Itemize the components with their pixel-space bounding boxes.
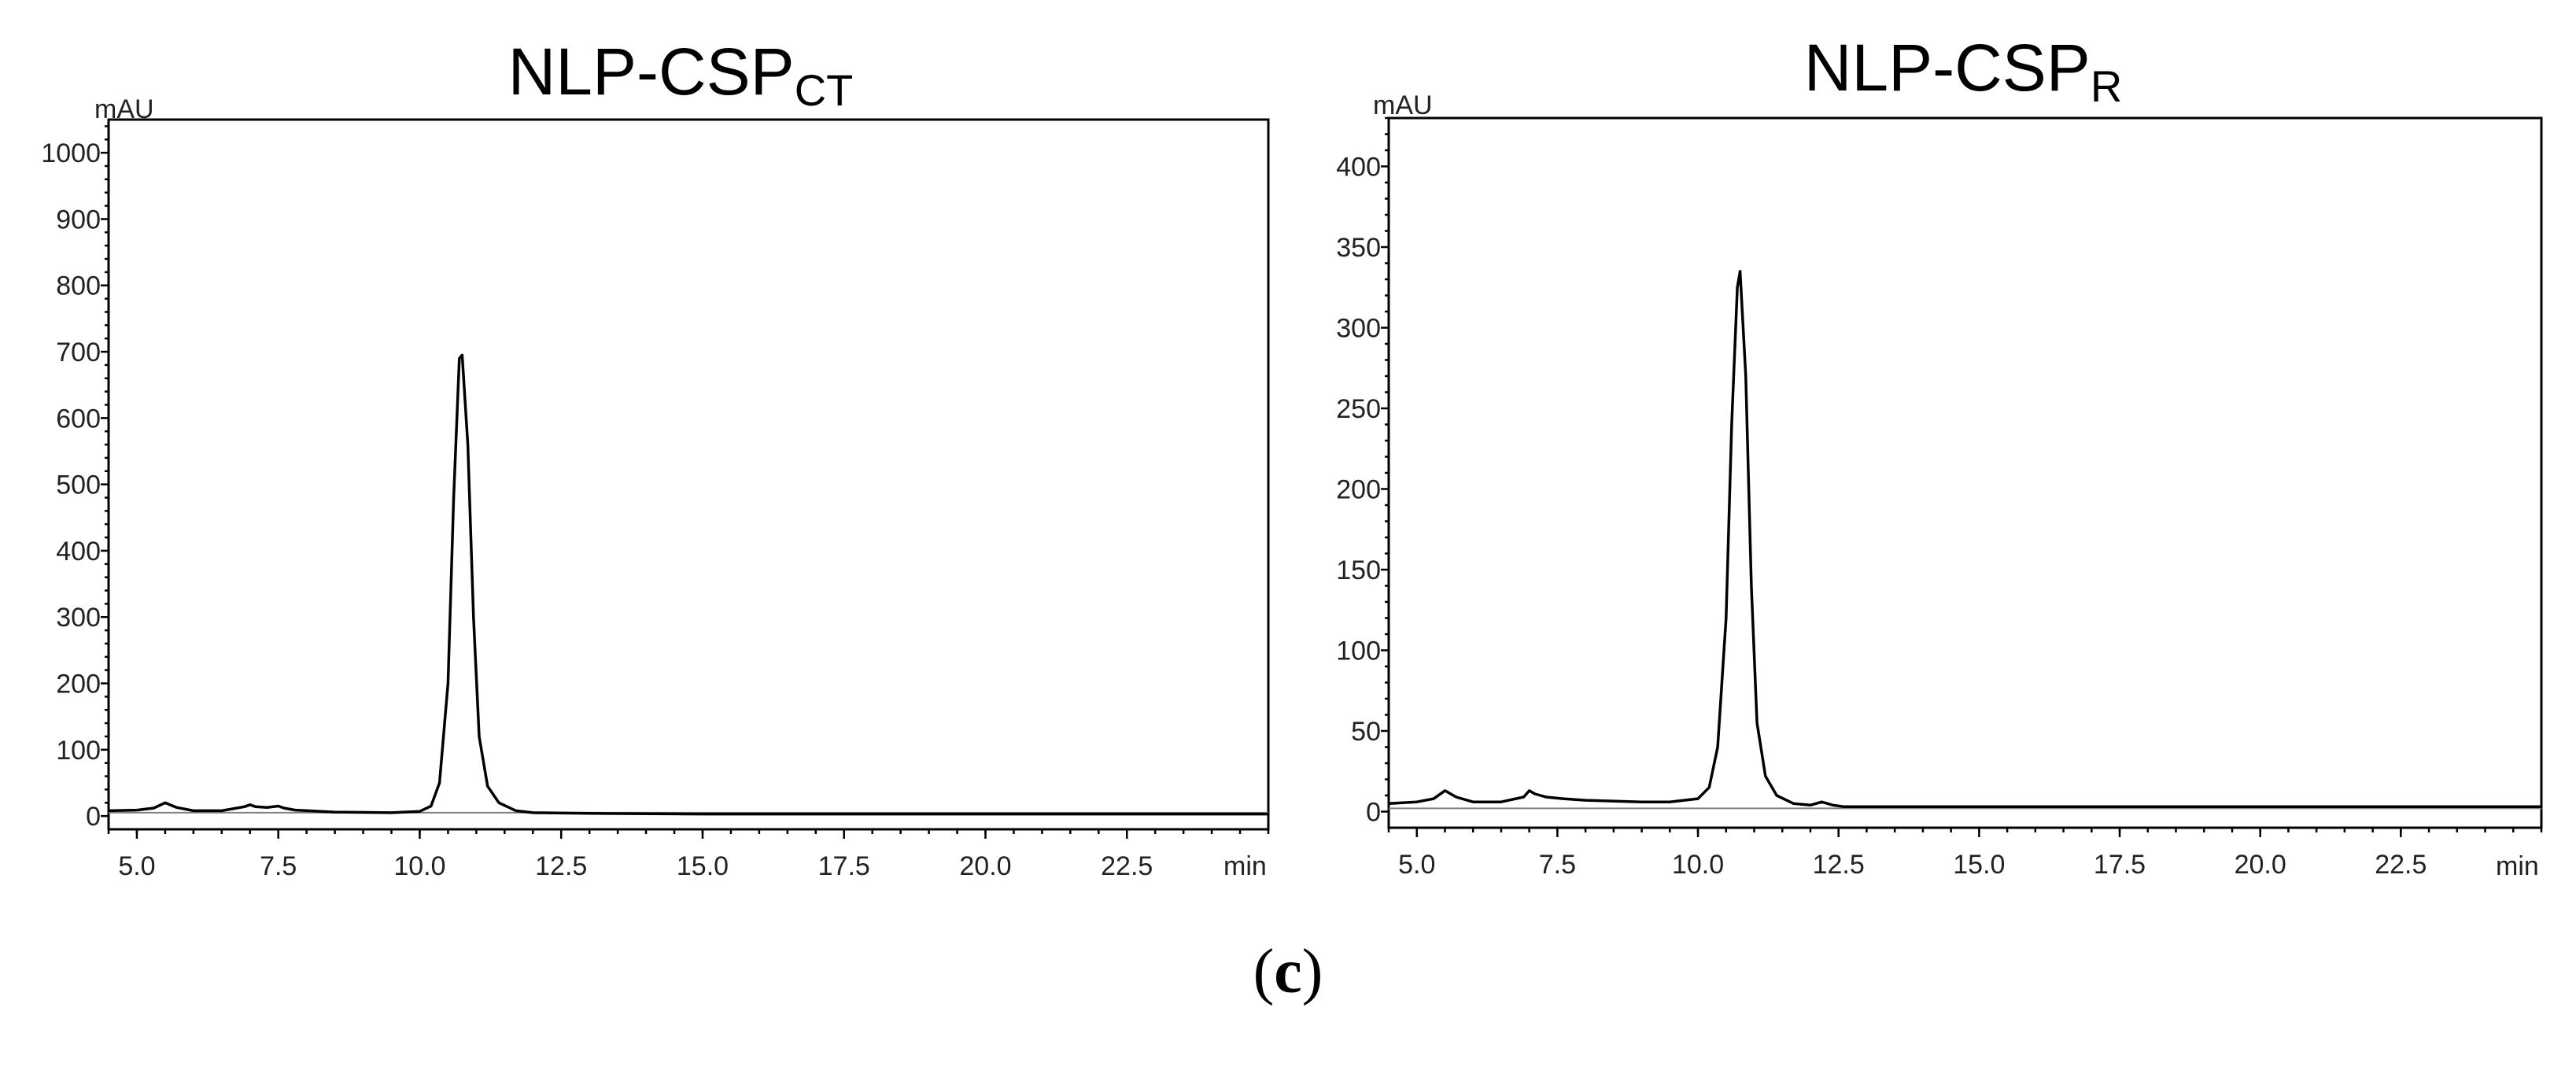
y-tick-label: 150 [1336, 555, 1381, 585]
x-tick-label: 7.5 [1539, 850, 1576, 880]
y-tick-label: 800 [56, 271, 101, 301]
x-tick-label: 12.5 [1813, 850, 1865, 880]
x-axis-ticks: 5.0 7.5 10.0 12.5 15.0 17.5 20.0 22.5 [1387, 828, 2543, 880]
y-tick-label: 500 [56, 471, 101, 500]
y-tick-label: 1000 [41, 138, 101, 168]
x-axis-ticks: 5.0 7.5 10.0 12.5 15.0 17.5 20.0 22.5 [107, 829, 1270, 881]
y-tick-label: 600 [56, 404, 101, 434]
chart-title-subscript: R [2091, 61, 2122, 111]
x-tick-label: 5.0 [1398, 850, 1435, 880]
chart-title-main: NLP-CSP [508, 35, 795, 109]
x-axis-unit-label: min [2496, 851, 2539, 881]
y-tick-label: 400 [56, 537, 101, 567]
x-tick-label: 10.0 [1672, 850, 1724, 880]
y-tick-label: 100 [1336, 637, 1381, 666]
chart-title: NLP-CSPR [1804, 31, 2123, 111]
y-tick-label: 50 [1351, 717, 1381, 747]
y-tick-label: 900 [56, 205, 101, 234]
x-tick-label: 5.0 [118, 851, 155, 881]
y-tick-label: 700 [56, 338, 101, 367]
y-tick-label: 300 [1336, 314, 1381, 344]
chart-nlp-csp-ct: NLP-CSPCT mAU min 0100200300400500600700… [41, 35, 1270, 881]
y-axis-unit-label: mAU [1373, 90, 1433, 120]
chart-title: NLP-CSPCT [508, 35, 854, 115]
y-axis-ticks: 0 50 100 150 200 250 300 350 400 [1336, 116, 1389, 828]
chromatogram-trace [1388, 270, 2541, 809]
x-tick-label: 17.5 [2094, 850, 2146, 880]
x-tick-label: 12.5 [535, 851, 587, 881]
x-tick-label: 15.0 [677, 851, 729, 881]
y-tick-label: 100 [56, 736, 101, 766]
x-tick-label: 20.0 [2235, 850, 2286, 880]
y-tick-label: 400 [1336, 153, 1381, 183]
caption-open-paren: ( [1253, 937, 1275, 1006]
chromatogram-trace [108, 353, 1268, 816]
chart-title-main: NLP-CSP [1804, 31, 2091, 105]
x-tick-label: 10.0 [393, 851, 445, 881]
x-tick-label: 17.5 [818, 851, 870, 881]
chart-nlp-csp-r: NLP-CSPR mAU min 0 50 100 150 200 250 300 350 40… [1336, 31, 2543, 881]
chart-title-subscript: CT [795, 65, 854, 115]
figure-caption: (c) [0, 936, 2576, 1008]
y-axis-ticks: 0 100 200 300 400 500 600 700 800 900 1000 [41, 125, 109, 832]
x-tick-label: 7.5 [260, 851, 297, 881]
y-tick-label: 250 [1336, 394, 1381, 424]
x-tick-label: 20.0 [959, 851, 1011, 881]
x-tick-label: 22.5 [1101, 851, 1153, 881]
y-tick-label: 300 [56, 603, 101, 633]
y-tick-label: 200 [56, 670, 101, 699]
plot-frame [1387, 116, 2543, 829]
plot-frame [107, 118, 1270, 831]
y-tick-label: 350 [1336, 233, 1381, 263]
x-tick-label: 22.5 [2375, 850, 2427, 880]
y-tick-label: 200 [1336, 475, 1381, 505]
caption-close-paren: ) [1301, 937, 1323, 1006]
y-tick-label: 0 [86, 802, 101, 832]
caption-letter: c [1274, 937, 1302, 1006]
y-tick-label: 0 [1366, 798, 1381, 828]
x-tick-label: 15.0 [1953, 850, 2005, 880]
x-axis-unit-label: min [1223, 851, 1267, 881]
